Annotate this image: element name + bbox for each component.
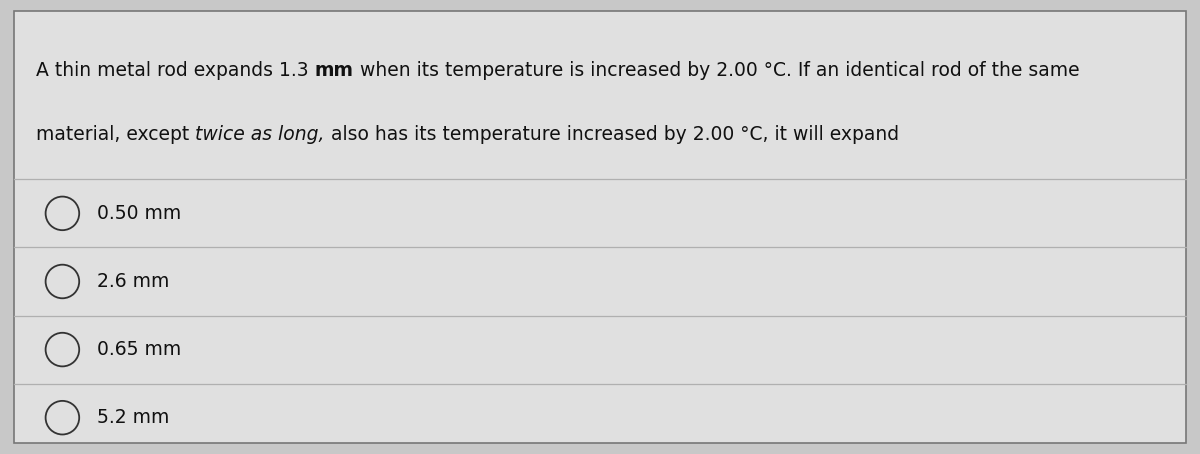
FancyBboxPatch shape <box>14 11 1186 443</box>
Text: when its temperature is increased by 2.00 °C. If an identical rod of the same: when its temperature is increased by 2.0… <box>354 61 1079 80</box>
Text: 5.2 mm: 5.2 mm <box>97 408 169 427</box>
Text: also has its temperature increased by 2.00 °C, it will expand: also has its temperature increased by 2.… <box>325 125 899 144</box>
Text: mm: mm <box>314 61 354 80</box>
Text: twice as long,: twice as long, <box>196 125 325 144</box>
Text: A thin metal rod expands 1.3: A thin metal rod expands 1.3 <box>36 61 314 80</box>
Text: 2.6 mm: 2.6 mm <box>97 272 169 291</box>
Text: material, except: material, except <box>36 125 196 144</box>
Text: 0.65 mm: 0.65 mm <box>97 340 181 359</box>
Text: 0.50 mm: 0.50 mm <box>97 204 181 223</box>
